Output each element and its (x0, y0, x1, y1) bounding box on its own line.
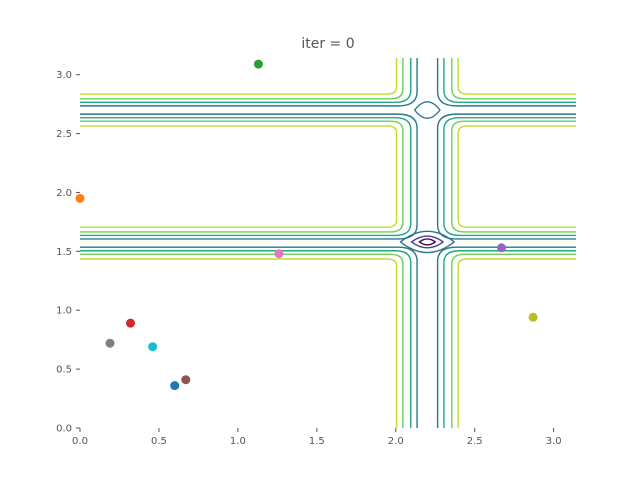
contour-line (80, 58, 418, 107)
x-tick-label: 0.0 (72, 436, 88, 447)
contour-lines (80, 58, 576, 428)
contour-line (443, 58, 576, 104)
scatter-point (126, 318, 136, 328)
x-tick-label: 1.5 (309, 436, 325, 447)
y-tick-label: 3.0 (56, 70, 72, 81)
contour-line (443, 116, 576, 237)
contour-line (80, 58, 398, 95)
contour-line (457, 58, 576, 95)
y-tick-label: 0.0 (56, 424, 72, 435)
contour-line (451, 253, 576, 428)
y-tick-label: 2.5 (56, 129, 72, 140)
y-tick-label: 1.0 (56, 306, 72, 317)
contour-loop (418, 238, 437, 246)
contour-line (80, 246, 418, 428)
contour-line (80, 58, 404, 100)
y-axis: 0.0 0.5 1.0 1.5 2.0 2.5 3.0 (56, 70, 80, 435)
y-tick-label: 0.5 (56, 365, 72, 376)
chart-title: iter = 0 (301, 36, 354, 52)
contour-loop (413, 101, 441, 119)
scatter-point (181, 375, 191, 385)
x-tick-label: 1.0 (230, 436, 246, 447)
contour-line (80, 125, 398, 228)
contour-line (436, 246, 576, 428)
y-tick-label: 1.5 (56, 247, 72, 258)
contour-line (451, 58, 576, 100)
x-tick-label: 2.0 (388, 436, 404, 447)
scatter-point (170, 381, 180, 391)
scatter-point (105, 338, 115, 348)
contour-line (80, 58, 412, 104)
contour-line (80, 116, 412, 237)
contour-line (451, 120, 576, 233)
x-tick-label: 0.5 (151, 436, 167, 447)
contour-line (80, 113, 418, 240)
contour-line (443, 250, 576, 428)
scatter-points (75, 59, 538, 391)
contour-loop (410, 235, 445, 249)
contour-line (457, 258, 576, 428)
scatter-point (274, 249, 284, 259)
contour-line (80, 253, 404, 428)
contour-line (80, 258, 398, 428)
contour-line (80, 120, 404, 233)
contour-line (457, 125, 576, 228)
contour-line (80, 250, 412, 428)
scatter-point (253, 59, 263, 69)
x-axis: 0.0 0.5 1.0 1.5 2.0 2.5 3.0 (72, 428, 562, 447)
contour-loop (399, 230, 456, 254)
x-tick-label: 2.5 (467, 436, 483, 447)
scatter-point (497, 243, 507, 253)
y-tick-label: 2.0 (56, 188, 72, 199)
scatter-point (148, 342, 158, 352)
contour-line (436, 58, 576, 107)
scatter-point (528, 312, 538, 322)
scatter-point (75, 193, 85, 203)
x-tick-label: 3.0 (546, 436, 562, 447)
